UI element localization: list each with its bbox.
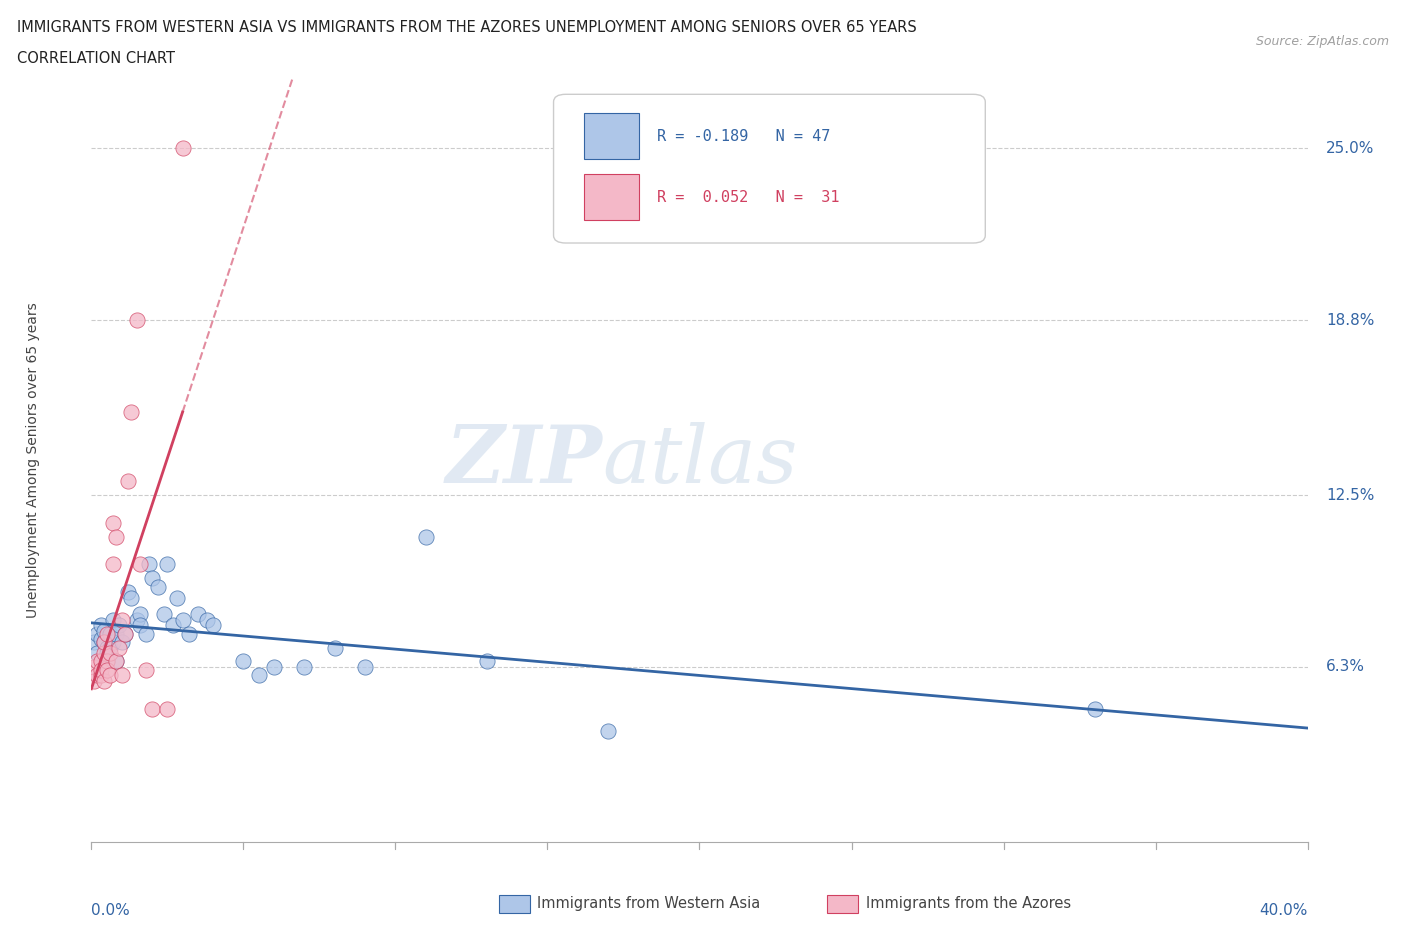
Point — [415, 529, 437, 544]
Text: Immigrants from the Azores: Immigrants from the Azores — [866, 897, 1071, 911]
Point — [263, 659, 285, 674]
Point — [83, 659, 105, 674]
Point — [98, 640, 121, 655]
Point — [96, 626, 118, 641]
Point — [114, 626, 136, 641]
Point — [89, 668, 111, 683]
Point — [86, 626, 108, 641]
Point — [93, 673, 115, 688]
Point — [156, 557, 179, 572]
Point — [202, 618, 225, 632]
Point — [187, 606, 209, 621]
Point — [89, 662, 111, 677]
Point — [98, 645, 121, 660]
Point — [177, 626, 200, 641]
Point — [138, 557, 160, 572]
Point — [89, 618, 111, 632]
Point — [153, 606, 176, 621]
Point — [101, 612, 124, 627]
Point — [117, 473, 139, 488]
Point — [148, 579, 170, 594]
Point — [104, 626, 127, 641]
Point — [162, 618, 184, 632]
Point — [101, 634, 124, 649]
Point — [107, 640, 129, 655]
Point — [166, 591, 188, 605]
Point — [93, 634, 115, 649]
Text: IMMIGRANTS FROM WESTERN ASIA VS IMMIGRANTS FROM THE AZORES UNEMPLOYMENT AMONG SE: IMMIGRANTS FROM WESTERN ASIA VS IMMIGRAN… — [17, 20, 917, 35]
Point — [107, 618, 129, 632]
Point — [232, 654, 254, 669]
Point — [101, 515, 124, 530]
Point — [292, 659, 315, 674]
Point — [86, 668, 108, 683]
Point — [96, 645, 118, 660]
Point — [141, 571, 163, 586]
Point — [93, 634, 115, 649]
Text: 25.0%: 25.0% — [1326, 140, 1374, 156]
Point — [354, 659, 377, 674]
Point — [104, 529, 127, 544]
Point — [83, 673, 105, 688]
Point — [120, 591, 142, 605]
Text: Source: ZipAtlas.com: Source: ZipAtlas.com — [1256, 35, 1389, 48]
Point — [125, 612, 148, 627]
Point — [598, 724, 620, 738]
FancyBboxPatch shape — [583, 175, 638, 220]
Text: Unemployment Among Seniors over 65 years: Unemployment Among Seniors over 65 years — [27, 302, 39, 618]
Point — [86, 645, 108, 660]
Point — [101, 557, 124, 572]
Point — [172, 141, 194, 156]
Point — [111, 634, 134, 649]
Point — [96, 662, 118, 677]
FancyBboxPatch shape — [583, 113, 638, 159]
Point — [93, 623, 115, 638]
Point — [104, 654, 127, 669]
Point — [98, 668, 121, 683]
Point — [98, 626, 121, 641]
Text: 6.3%: 6.3% — [1326, 659, 1365, 674]
Point — [111, 612, 134, 627]
FancyBboxPatch shape — [554, 94, 986, 243]
Point — [247, 668, 270, 683]
Point — [89, 631, 111, 646]
Text: 40.0%: 40.0% — [1260, 903, 1308, 918]
Text: 12.5%: 12.5% — [1326, 487, 1374, 502]
Point — [114, 626, 136, 641]
Text: ZIP: ZIP — [446, 421, 602, 499]
Point — [104, 654, 127, 669]
Point — [93, 645, 115, 660]
Point — [129, 606, 152, 621]
Text: atlas: atlas — [602, 421, 797, 499]
Point — [141, 701, 163, 716]
Point — [323, 640, 346, 655]
Text: 0.0%: 0.0% — [91, 903, 131, 918]
Point — [96, 654, 118, 669]
Point — [83, 634, 105, 649]
Point — [172, 612, 194, 627]
Point — [86, 654, 108, 669]
Text: R = -0.189   N = 47: R = -0.189 N = 47 — [657, 128, 831, 144]
Point — [135, 662, 157, 677]
Point — [96, 640, 118, 655]
Point — [117, 585, 139, 600]
Text: Immigrants from Western Asia: Immigrants from Western Asia — [537, 897, 761, 911]
Point — [96, 654, 118, 669]
Point — [1084, 701, 1107, 716]
Point — [195, 612, 218, 627]
Point — [129, 557, 152, 572]
Text: CORRELATION CHART: CORRELATION CHART — [17, 51, 174, 66]
Point — [111, 668, 134, 683]
Point — [475, 654, 498, 669]
Text: R =  0.052   N =  31: R = 0.052 N = 31 — [657, 190, 839, 205]
Text: 18.8%: 18.8% — [1326, 312, 1374, 327]
Point — [129, 618, 152, 632]
Point — [120, 405, 142, 419]
Point — [135, 626, 157, 641]
Point — [125, 312, 148, 327]
Point — [89, 654, 111, 669]
Point — [156, 701, 179, 716]
